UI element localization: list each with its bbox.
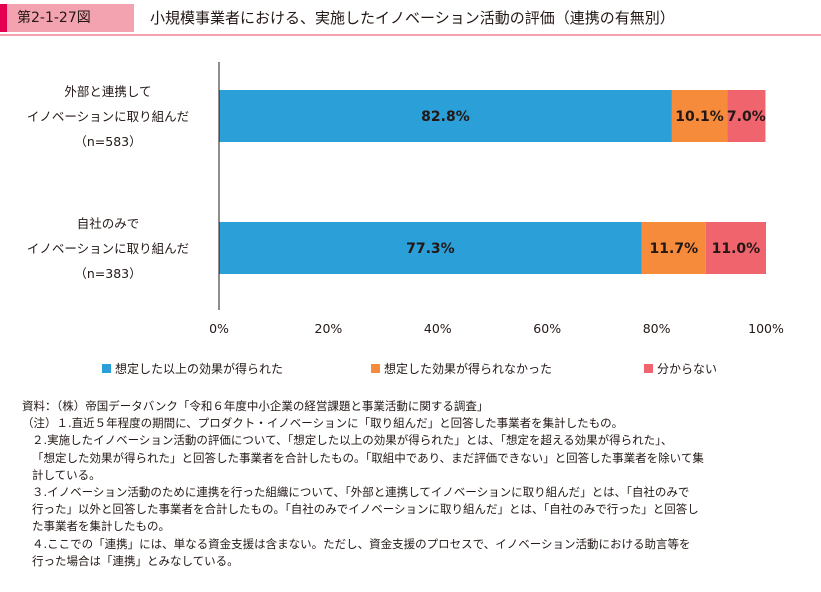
data-label: 11.7%: [650, 241, 699, 257]
bar-segment: [705, 222, 766, 274]
note-line: 行った」以外と回答した事業者を合計したもの。「自社のみでイノベーションに取り組ん…: [32, 502, 699, 517]
bar-segment: [727, 90, 766, 142]
source-note: 資料：（株）帝国データバンク「令和６年度中小企業の経営課題と事業活動に関する調査…: [22, 399, 489, 413]
header-divider: [0, 34, 821, 36]
x-tick-label: 60%: [533, 321, 561, 336]
bar-segment: [671, 90, 728, 142]
data-label: 11.0%: [712, 241, 761, 257]
category-label: 自社のみで: [77, 216, 140, 231]
notes-block: 資料：（株）帝国データバンク「令和６年度中小企業の経営課題と事業活動に関する調査…: [22, 398, 812, 570]
bar-segment: [219, 222, 642, 274]
category-label: （n=583）: [74, 134, 141, 149]
category-label: イノベーションに取り組んだ: [27, 241, 189, 256]
category-label: （n=383）: [74, 266, 141, 281]
legend-label: 想定した効果が得られなかった: [384, 361, 552, 376]
legend-swatch: [644, 364, 653, 373]
bar-segment: [641, 222, 706, 274]
stacked-bar-chart: 82.8% 10.1% 7.0% 外部と連携してイノベーションに取り組んだ （n=583…: [27, 62, 784, 376]
data-label: 82.8%: [421, 109, 470, 125]
legend-swatch: [371, 364, 380, 373]
note-line: （注）１.直近５年程度の期間に、プロダクト・イノベーションに「取り組んだ」と回答…: [22, 416, 624, 431]
x-tick-label: 40%: [424, 321, 452, 336]
data-label: 10.1%: [675, 109, 724, 125]
figure-header: 第2-1-27図 小規模事業者における、実施したイノベーション活動の評価（連携の…: [0, 0, 821, 38]
note-line: 行った場合は「連携」とみなしている。: [32, 553, 239, 568]
data-label: 7.0%: [727, 109, 766, 125]
note-line: ３.イノベーション活動のために連携を行った組織について、「外部と連携してイノベー…: [32, 485, 690, 500]
category-label: イノベーションに取り組んだ: [27, 109, 189, 124]
note-line: 計している。: [32, 467, 101, 482]
category-label: 外部と連携して: [64, 84, 151, 99]
legend-swatch: [102, 364, 111, 373]
note-line: ２.実施したイノベーション活動の評価について、「想定した以上の効果が得られた」と…: [32, 433, 673, 448]
x-tick-label: 100%: [748, 321, 784, 336]
legend-label: 分からない: [657, 362, 717, 376]
legend-label: 想定した以上の効果が得られた: [115, 361, 283, 376]
figure-title: 小規模事業者における、実施したイノベーション活動の評価（連携の有無別）: [150, 9, 675, 27]
figure-number: 第2-1-27図: [0, 4, 134, 32]
bar-segment: [219, 90, 672, 142]
x-tick-label: 80%: [643, 321, 671, 336]
x-tick-label: 0%: [209, 321, 229, 336]
x-tick-label: 20%: [315, 321, 343, 336]
data-label: 77.3%: [406, 241, 455, 257]
note-line: た事業者を集計したもの。: [32, 519, 170, 534]
note-line: ４.ここでの「連携」には、単なる資金支援は含まない。ただし、資金支援のプロセスで…: [32, 536, 691, 551]
note-line: 「想定した効果が得られた」と回答した事業者を合計したもの。「取組中であり、まだ評…: [32, 450, 704, 465]
